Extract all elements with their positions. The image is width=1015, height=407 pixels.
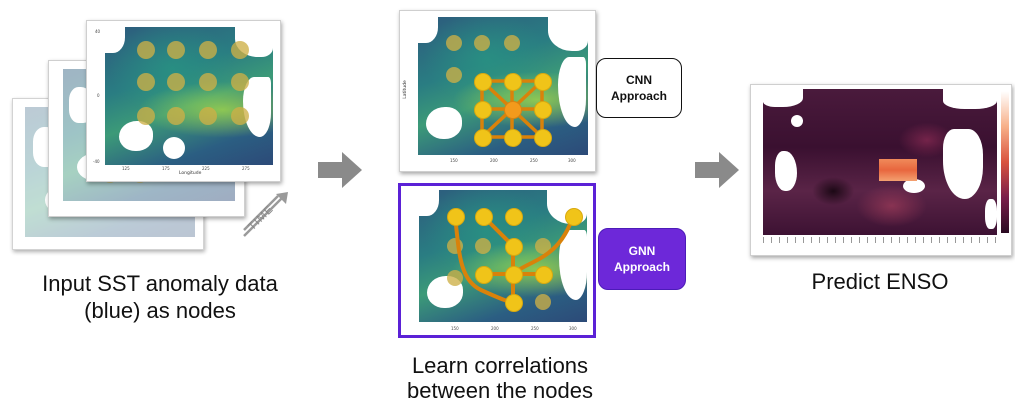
cnn-line1: CNN [625, 73, 652, 87]
y-axis-label: Latitude [402, 80, 408, 99]
cnn-approach-label: CNN Approach [596, 58, 682, 118]
gnn-approach-label: GNN Approach [598, 228, 686, 290]
lon-tick: 150 [450, 158, 458, 163]
learn-caption: Learn correlations between the nodes [380, 353, 620, 403]
flow-arrow-1 [318, 152, 362, 188]
gnn-map-panel: 150 200 250 300 [398, 183, 596, 338]
lon-tick: 250 [530, 158, 538, 163]
enso-x-ticks [763, 237, 997, 243]
learn-caption-line1: Learn correlations [411, 353, 589, 378]
learn-caption-line2: between the nodes [407, 378, 593, 403]
input-map-front: Longitude 125 175 225 275 40 0 -40 [86, 20, 281, 182]
enso-prediction-panel [750, 84, 1012, 256]
x-axis-label: Longitude [179, 171, 202, 176]
lon-tick: 300 [569, 326, 577, 331]
lon-tick: 200 [490, 158, 498, 163]
nino-region-anomaly [879, 159, 917, 181]
input-caption-line1: Input SST anomaly data [42, 271, 278, 296]
sst-anomaly-map [105, 27, 273, 165]
cnn-map-panel: 150 200 250 300 Latitude [399, 10, 596, 172]
input-caption: Input SST anomaly data (blue) as nodes [0, 270, 320, 324]
lon-tick: 275 [242, 166, 250, 171]
time-arrow [243, 192, 288, 237]
cnn-line2: Approach [610, 89, 667, 103]
input-caption-line2: (blue) as nodes [84, 298, 236, 323]
lon-tick: 125 [122, 166, 130, 171]
gnn-line2: Approach [613, 260, 670, 274]
lat-tick: -40 [93, 159, 100, 164]
lat-tick: 40 [95, 29, 101, 34]
gnn-edges [453, 214, 575, 304]
lat-tick: 0 [97, 93, 100, 98]
lon-tick: 225 [202, 166, 210, 171]
predict-caption: Predict ENSO [811, 269, 949, 294]
enso-heatmap [763, 89, 997, 235]
gnn-line1: GNN [628, 244, 656, 258]
lon-tick: 250 [531, 326, 539, 331]
lon-tick: 200 [491, 326, 499, 331]
lon-tick: 150 [451, 326, 459, 331]
lon-tick: 175 [162, 166, 170, 171]
cnn-edges [480, 79, 544, 139]
flow-arrow-2 [695, 152, 739, 188]
colorbar [1001, 91, 1009, 233]
lon-tick: 300 [568, 158, 576, 163]
